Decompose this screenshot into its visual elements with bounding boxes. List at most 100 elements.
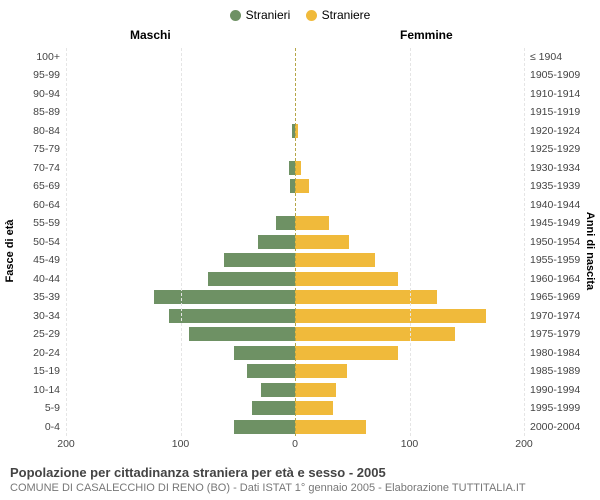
birth-year-label: 1935-1939 xyxy=(524,180,600,192)
bar-female xyxy=(295,327,455,341)
bar-female xyxy=(295,420,366,434)
pyramid-row: 80-841920-1924 xyxy=(0,122,600,141)
birth-year-label: 1970-1974 xyxy=(524,310,600,322)
age-label: 40-44 xyxy=(0,273,66,285)
legend-swatch-male xyxy=(230,10,241,21)
legend-item-female: Straniere xyxy=(306,8,371,22)
bar-female xyxy=(295,235,349,249)
bar-female xyxy=(295,124,298,138)
birth-year-label: 1910-1914 xyxy=(524,88,600,100)
age-label: 0-4 xyxy=(0,421,66,433)
chart-area: Fasce di età Anni di nascita 100+≤ 19049… xyxy=(0,48,600,455)
bar-zone xyxy=(66,344,524,363)
birth-year-label: 1995-1999 xyxy=(524,402,600,414)
age-label: 5-9 xyxy=(0,402,66,414)
birth-year-label: 1960-1964 xyxy=(524,273,600,285)
age-label: 60-64 xyxy=(0,199,66,211)
bar-female xyxy=(295,364,347,378)
age-label: 15-19 xyxy=(0,365,66,377)
bar-female xyxy=(295,179,309,193)
birth-year-label: 1990-1994 xyxy=(524,384,600,396)
legend-item-male: Stranieri xyxy=(230,8,291,22)
bar-male xyxy=(252,401,296,415)
bar-female xyxy=(295,401,333,415)
footer: Popolazione per cittadinanza straniera p… xyxy=(10,465,590,494)
legend-swatch-female xyxy=(306,10,317,21)
pyramid-row: 45-49 1955-1959 xyxy=(0,251,600,270)
x-tick-label: 100 xyxy=(401,438,419,450)
bar-zone xyxy=(66,122,524,141)
age-label: 45-49 xyxy=(0,254,66,266)
bar-male xyxy=(224,253,295,267)
bar-female xyxy=(295,309,486,323)
pyramid-row: 90-94 1910-1914 xyxy=(0,85,600,104)
bar-zone xyxy=(66,177,524,196)
pyramid-row: 50-54 1950-1954 xyxy=(0,233,600,252)
pyramid-row: 15-191985-1989 xyxy=(0,362,600,381)
bar-female xyxy=(295,346,398,360)
bar-zone xyxy=(66,48,524,67)
legend-label-female: Straniere xyxy=(322,8,371,22)
pyramid-row: 25-29 1975-1979 xyxy=(0,325,600,344)
bar-zone xyxy=(66,251,524,270)
pyramid-row: 35-39 1965-1969 xyxy=(0,288,600,307)
column-headers: Maschi Femmine xyxy=(0,28,600,46)
bar-zone xyxy=(66,233,524,252)
pyramid-row: 95-991905-1909 xyxy=(0,66,600,85)
bar-zone xyxy=(66,362,524,381)
bar-zone xyxy=(66,399,524,418)
age-label: 65-69 xyxy=(0,180,66,192)
footer-subtitle: COMUNE DI CASALECCHIO DI RENO (BO) - Dat… xyxy=(10,482,590,494)
bar-zone xyxy=(66,307,524,326)
birth-year-label: 1955-1959 xyxy=(524,254,600,266)
legend-label-male: Stranieri xyxy=(246,8,291,22)
age-label: 90-94 xyxy=(0,88,66,100)
legend: Stranieri Straniere xyxy=(0,0,600,28)
x-tick-label: 0 xyxy=(292,438,298,450)
bar-zone xyxy=(66,288,524,307)
bar-male xyxy=(234,420,295,434)
bar-male xyxy=(189,327,295,341)
x-tick-label: 200 xyxy=(515,438,533,450)
pyramid-row: 30-341970-1974 xyxy=(0,307,600,326)
bar-female xyxy=(295,383,336,397)
bar-zone xyxy=(66,66,524,85)
age-label: 25-29 xyxy=(0,328,66,340)
birth-year-label: 1950-1954 xyxy=(524,236,600,248)
header-male: Maschi xyxy=(130,28,171,42)
bar-zone xyxy=(66,418,524,437)
pyramid-row: 85-891915-1919 xyxy=(0,103,600,122)
pyramid-row: 65-69 1935-1939 xyxy=(0,177,600,196)
bar-male xyxy=(261,383,295,397)
birth-year-label: 1920-1924 xyxy=(524,125,600,137)
bar-zone xyxy=(66,214,524,233)
bar-male xyxy=(169,309,295,323)
birth-year-label: 1930-1934 xyxy=(524,162,600,174)
birth-year-label: 1975-1979 xyxy=(524,328,600,340)
age-label: 95-99 xyxy=(0,69,66,81)
birth-year-label: 2000-2004 xyxy=(524,421,600,433)
age-label: 85-89 xyxy=(0,106,66,118)
pyramid-row: 5-9 1995-1999 xyxy=(0,399,600,418)
age-label: 50-54 xyxy=(0,236,66,248)
pyramid-row: 55-591945-1949 xyxy=(0,214,600,233)
bar-male xyxy=(154,290,295,304)
header-female: Femmine xyxy=(400,28,453,42)
pyramid-row: 20-241980-1984 xyxy=(0,344,600,363)
age-label: 100+ xyxy=(0,51,66,63)
birth-year-label: 1980-1984 xyxy=(524,347,600,359)
bar-zone xyxy=(66,140,524,159)
birth-year-label: 1965-1969 xyxy=(524,291,600,303)
bar-zone xyxy=(66,325,524,344)
bar-zone xyxy=(66,85,524,104)
bar-zone xyxy=(66,159,524,178)
bar-female xyxy=(295,272,398,286)
birth-year-label: 1945-1949 xyxy=(524,217,600,229)
bar-zone xyxy=(66,270,524,289)
bar-male xyxy=(247,364,295,378)
age-label: 35-39 xyxy=(0,291,66,303)
pyramid-row: 75-791925-1929 xyxy=(0,140,600,159)
bar-male xyxy=(276,216,295,230)
pyramid-row: 40-44 1960-1964 xyxy=(0,270,600,289)
x-tick-label: 200 xyxy=(57,438,75,450)
